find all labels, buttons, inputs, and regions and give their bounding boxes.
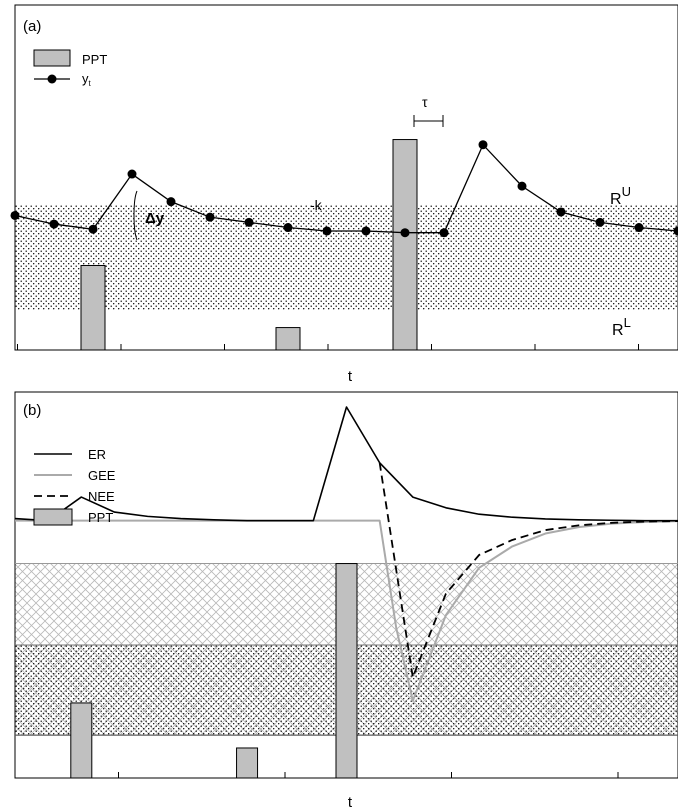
panel-a-x-axis-label: t <box>348 368 353 385</box>
yt-point <box>400 228 410 238</box>
yt-point <box>439 228 449 238</box>
lower-threshold-label: RL <box>612 315 631 339</box>
yt-point <box>517 181 527 191</box>
panel-b-legend: ER GEE NEE PPT <box>33 447 116 526</box>
delta-y-brace <box>133 190 138 241</box>
gee-series-line <box>15 519 678 702</box>
yt-point <box>283 223 293 233</box>
panel-b-x-axis-label: t <box>348 794 353 811</box>
legend-yt-label: yt <box>82 71 92 88</box>
decay-rate-label: -k <box>310 197 323 213</box>
yt-point <box>127 169 137 179</box>
yt-point <box>556 207 566 217</box>
panel-b-label: (b) <box>23 402 41 419</box>
legend-yt-marker <box>47 74 57 84</box>
yt-point <box>634 223 644 233</box>
yt-point <box>478 140 488 150</box>
ppt-bar <box>392 139 418 351</box>
panel-a-label: (a) <box>23 18 41 35</box>
ppt-bar-b <box>70 702 93 779</box>
legend-gee-label: GEE <box>88 468 116 483</box>
yt-point <box>49 219 59 229</box>
er-series-line <box>14 406 678 522</box>
upper-threshold-label: RU <box>610 184 631 208</box>
legend-ppt-swatch <box>33 49 71 67</box>
yt-point <box>166 197 176 207</box>
nee-series-line <box>378 462 678 679</box>
legend-er-label: ER <box>88 447 106 462</box>
legend-ppt-swatch-b <box>33 508 73 526</box>
legend-nee-label: NEE <box>88 489 115 504</box>
panel-a-annotations: Δy -k τ RU RL <box>133 94 631 339</box>
yt-point <box>244 217 254 227</box>
yt-point <box>322 226 332 236</box>
ppt-bar <box>80 264 106 351</box>
lag-label: τ <box>422 94 428 110</box>
ppt-bar <box>275 327 301 351</box>
panel-a: (a) PPT yt Δy -k τ RU RL t <box>10 4 678 385</box>
legend-ppt-label-b: PPT <box>88 510 113 525</box>
ppt-bar-b <box>236 747 259 779</box>
ppt-bar-b <box>335 563 358 779</box>
yt-point <box>673 226 678 236</box>
panel-a-band-dots <box>15 205 678 311</box>
yt-point <box>88 224 98 234</box>
yt-point <box>361 226 371 236</box>
delta-y-label: Δy <box>145 210 165 227</box>
panel-b: (b) ER GEE NEE PPT t <box>14 391 678 811</box>
yt-series-line <box>14 143 678 234</box>
yt-point <box>10 210 20 220</box>
legend-ppt-label: PPT <box>82 52 107 67</box>
panel-a-legend: PPT yt <box>33 49 107 88</box>
yt-point <box>205 212 215 222</box>
yt-point <box>595 217 605 227</box>
